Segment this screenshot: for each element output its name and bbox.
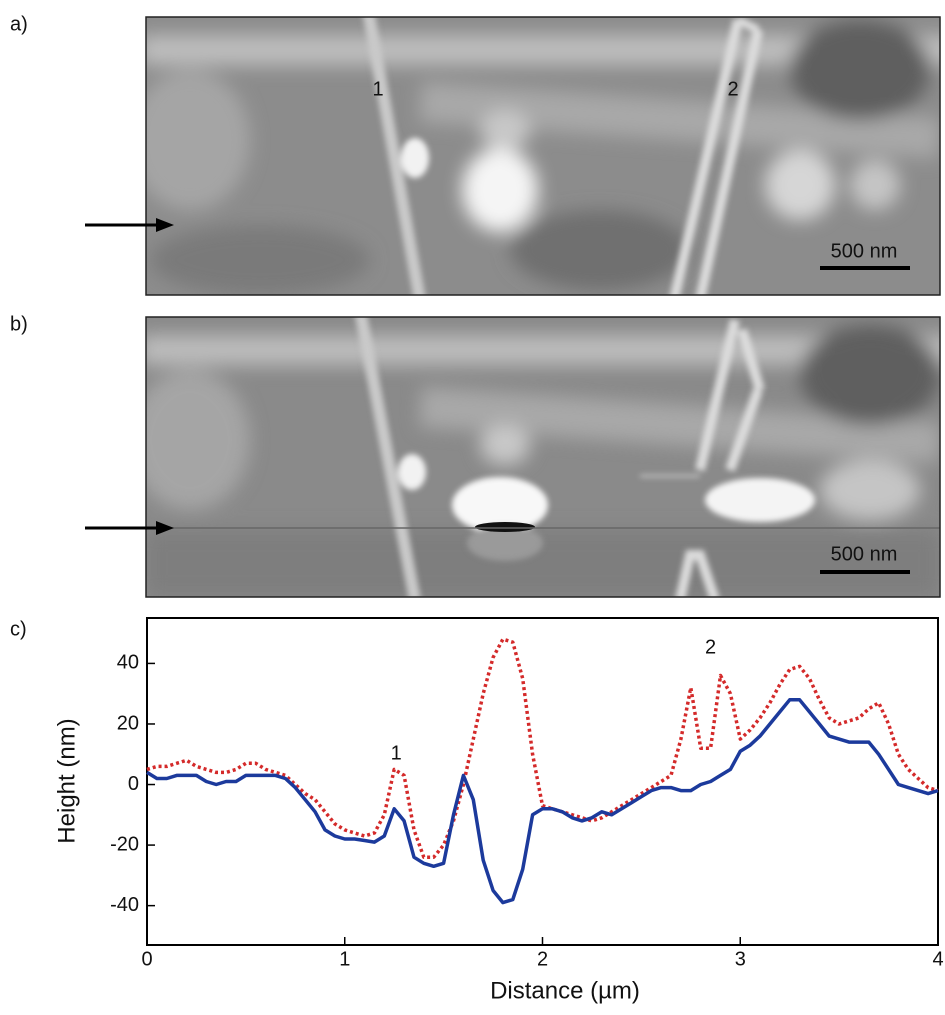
image-annotation: 1 <box>372 78 383 100</box>
x-tick-label: 0 <box>141 948 152 970</box>
afm-image <box>146 17 940 295</box>
panel-label: c) <box>10 618 27 640</box>
y-tick-label: -20 <box>110 833 139 855</box>
y-axis-label: Height (nm) <box>53 718 80 843</box>
plot-frame <box>146 617 939 946</box>
y-tick-label: 40 <box>117 652 139 674</box>
chart-annotation: 1 <box>391 743 402 765</box>
y-tick-label: -40 <box>110 894 139 916</box>
image-annotation: 2 <box>727 78 738 100</box>
x-tick-label: 1 <box>339 948 350 970</box>
x-tick-label: 2 <box>537 948 548 970</box>
image-frame <box>145 16 941 296</box>
afm-image <box>146 317 940 597</box>
x-axis-label: Distance (µm) <box>490 977 640 1004</box>
data-line <box>146 637 939 859</box>
data-line <box>146 698 939 905</box>
panel-label: b) <box>10 313 28 335</box>
arrow <box>85 218 174 232</box>
scale-bar-label: 500 nm <box>831 240 898 262</box>
x-tick-label: 4 <box>932 948 943 970</box>
image-frame <box>145 316 941 598</box>
x-tick-label: 3 <box>735 948 746 970</box>
panel-label: a) <box>10 13 28 35</box>
scale-bar-label: 500 nm <box>831 543 898 565</box>
y-tick-label: 0 <box>128 773 139 795</box>
y-tick-label: 20 <box>117 712 139 734</box>
chart-annotation: 2 <box>705 637 716 659</box>
arrow <box>85 521 174 535</box>
